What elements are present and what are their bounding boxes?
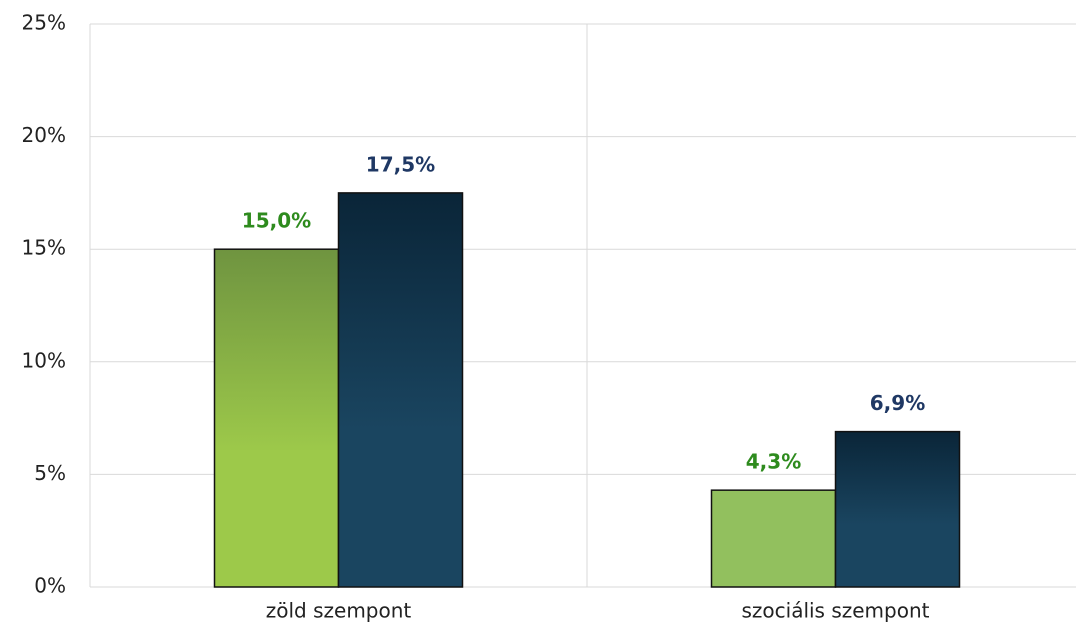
bar [834, 430, 961, 588]
bar [337, 192, 464, 588]
y-tick-label: 0% [34, 574, 66, 598]
data-label: 15,0% [242, 209, 311, 233]
bar [213, 248, 340, 588]
y-tick-label: 20% [22, 123, 66, 147]
y-tick-label: 25% [22, 11, 66, 35]
bar [710, 489, 837, 588]
y-tick-label: 5% [34, 461, 66, 485]
data-label: 17,5% [366, 152, 435, 176]
x-tick-label: zöld szempont [266, 599, 412, 623]
y-tick-label: 10% [22, 348, 66, 372]
x-tick-label: szociális szempont [741, 599, 929, 623]
y-tick-label: 15% [22, 236, 66, 260]
data-label: 6,9% [870, 391, 925, 415]
data-label: 4,3% [746, 450, 801, 474]
